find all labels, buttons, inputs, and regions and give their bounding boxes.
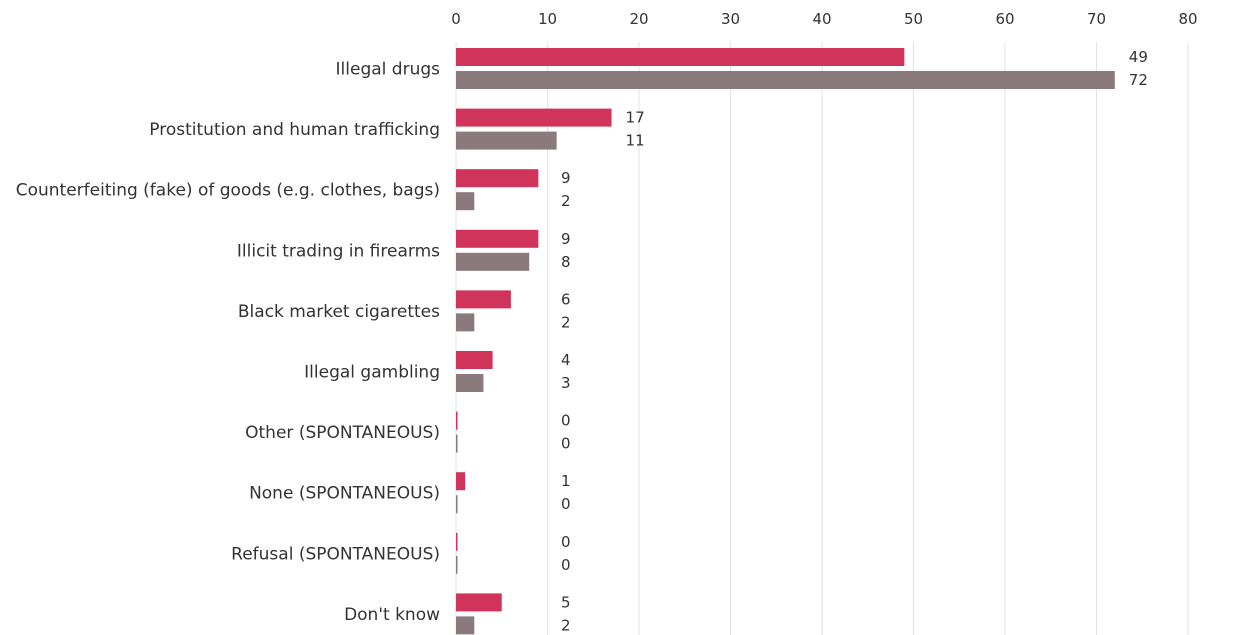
category-label: None (SPONTANEOUS) <box>249 484 440 504</box>
data-label: 49 <box>1129 48 1148 66</box>
x-tick-label: 70 <box>1087 10 1106 28</box>
data-label: 0 <box>561 533 571 551</box>
data-label: 9 <box>561 169 571 187</box>
bar <box>456 555 458 574</box>
x-tick-label: 50 <box>904 10 923 28</box>
category-label: Don't know <box>344 605 440 625</box>
data-label: 11 <box>626 132 645 150</box>
category-label: Prostitution and human trafficking <box>149 120 440 140</box>
bar <box>456 108 612 127</box>
data-label: 2 <box>561 313 571 331</box>
category-label: Black market cigarettes <box>238 302 440 322</box>
bar <box>456 532 458 551</box>
data-label: 0 <box>561 435 571 453</box>
bar <box>456 131 557 150</box>
x-axis-ticks: 0 10 20 30 40 50 60 70 80 <box>451 10 1197 28</box>
data-label: 3 <box>561 374 571 392</box>
x-tick-label: 0 <box>451 10 461 28</box>
category-label: Illicit trading in firearms <box>237 241 440 261</box>
x-tick-label: 80 <box>1178 10 1197 28</box>
x-tick-label: 60 <box>995 10 1014 28</box>
value-labels: 49 72 17 11 9 2 9 8 6 2 4 3 0 0 1 0 0 0 5 2 <box>561 48 1148 634</box>
bar <box>456 616 475 635</box>
bar <box>456 593 502 612</box>
bar <box>456 48 905 66</box>
bar <box>456 351 493 369</box>
bar <box>456 252 530 271</box>
data-label: 0 <box>561 495 571 513</box>
data-label: 6 <box>561 290 571 308</box>
x-tick-label: 20 <box>629 10 648 28</box>
bar <box>456 472 466 491</box>
data-label: 0 <box>561 556 571 574</box>
data-label: 0 <box>561 412 571 430</box>
data-label: 4 <box>561 351 571 369</box>
x-tick-label: 30 <box>721 10 740 28</box>
x-tick-label: 10 <box>538 10 557 28</box>
category-label: Refusal (SPONTANEOUS) <box>231 544 440 564</box>
x-tick-label: 40 <box>812 10 831 28</box>
bar <box>456 313 475 332</box>
category-label: Counterfeiting (fake) of goods (e.g. clo… <box>16 181 440 201</box>
bar <box>456 71 1115 89</box>
bar <box>456 495 458 514</box>
data-label: 2 <box>561 616 571 634</box>
data-label: 17 <box>626 109 645 127</box>
data-label: 9 <box>561 230 571 248</box>
bar <box>456 229 539 248</box>
bar <box>456 374 484 392</box>
bar <box>456 192 475 211</box>
data-label: 8 <box>561 253 571 271</box>
category-label: Illegal drugs <box>336 60 441 80</box>
bar <box>456 411 458 430</box>
data-label: 5 <box>561 593 571 611</box>
bar <box>456 290 511 309</box>
data-label: 2 <box>561 192 571 210</box>
category-label: Other (SPONTANEOUS) <box>245 423 440 443</box>
data-label: 72 <box>1129 71 1148 89</box>
category-labels: Illegal drugs Prostitution and human traf… <box>16 60 440 625</box>
data-label: 1 <box>561 472 571 490</box>
bar <box>456 169 539 188</box>
bar <box>456 434 458 453</box>
bars <box>456 48 1115 635</box>
category-label: Illegal gambling <box>304 363 440 383</box>
